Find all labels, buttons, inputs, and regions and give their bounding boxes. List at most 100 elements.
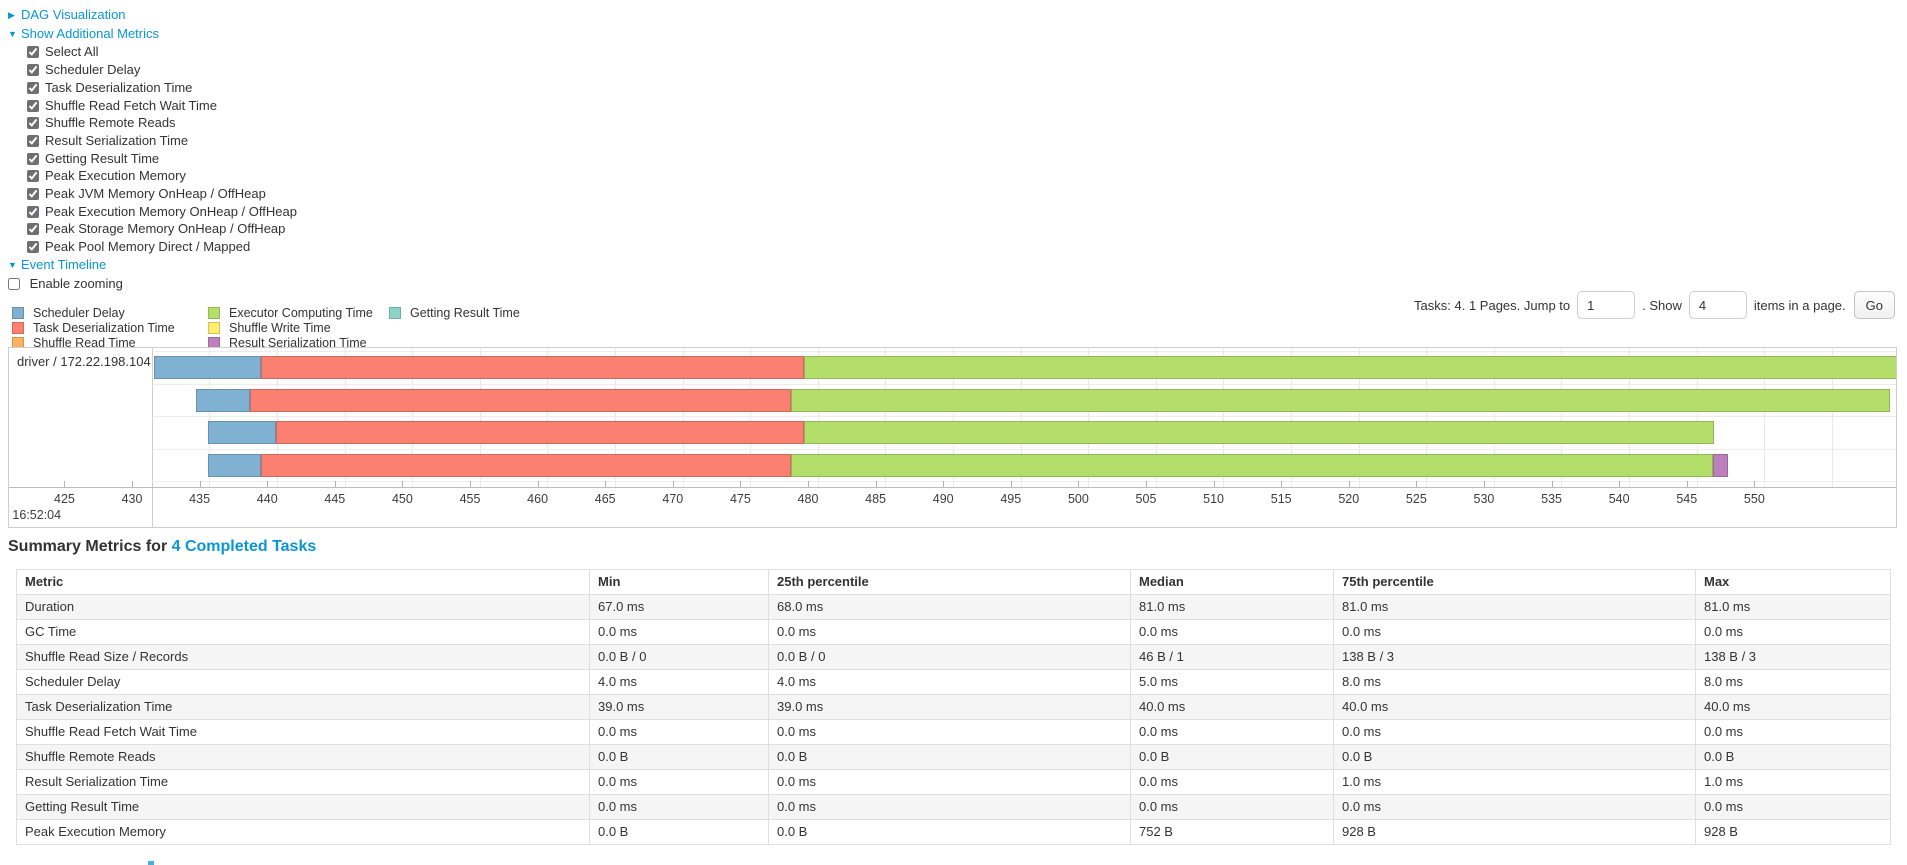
dag-visualization-link[interactable]: DAG Visualization [21,7,126,22]
metric-checkbox-label: Peak Storage Memory OnHeap / OffHeap [45,221,286,237]
metric-checkbox[interactable] [27,134,39,147]
metric-checkbox-label: Result Serialization Time [45,132,189,148]
metric-value-cell: 0.0 ms [768,619,1131,645]
axis-tick-label: 550 [1743,492,1765,506]
metric-checkbox-row: Scheduler Delay [8,61,297,79]
enable-zooming-row: Enable zooming [8,275,297,293]
gridline [682,348,684,487]
gridline [277,348,279,487]
gridline [1696,348,1698,487]
axis-tick-label: 540 [1608,492,1630,506]
timeline-legend: Scheduler Delay Task Deserialization Time… [8,306,520,350]
axis-tick [1483,481,1485,488]
metric-checkbox[interactable] [27,241,39,254]
metric-value-cell: 0.0 ms [589,794,769,820]
axis-tick-label: 520 [1338,492,1360,506]
metric-checkbox[interactable] [27,117,39,130]
axis-tick [132,481,134,488]
completed-tasks-link[interactable]: 4 Completed Tasks [171,538,317,555]
metric-name-cell: Shuffle Read Size / Records [16,644,590,670]
metric-checkbox[interactable] [27,99,39,112]
task-1-executor-computing-time-bar[interactable] [790,388,1890,412]
task-3-executor-computing-time-bar[interactable] [790,453,1713,477]
metric-checkbox[interactable] [27,81,39,94]
column-header: 75th percentile [1333,569,1696,595]
items-per-page-input[interactable] [1688,291,1747,319]
task-3-result-serialization-time-bar[interactable] [1712,453,1728,477]
gridline [750,348,752,487]
gridline [1223,348,1225,487]
pagination-summary: Tasks: 4. 1 Pages. Jump to [1414,297,1571,313]
task-2-executor-computing-time-bar[interactable] [804,421,1715,445]
axis-tick-label: 515 [1270,492,1292,506]
axis-tick [1078,481,1080,488]
timeline-x-axis: 425 430 435 440 445 450 455 460 465 470 475 480 485 4… [9,481,1896,527]
column-header: Min [589,569,769,595]
enable-zooming-checkbox[interactable] [8,277,20,290]
metric-checkbox[interactable] [27,205,39,218]
metric-value-cell: 40.0 ms [1695,694,1891,720]
metric-checkbox-row: Peak JVM Memory OnHeap / OffHeap [8,185,297,203]
metric-value-cell: 39.0 ms [589,694,769,720]
axis-tick-label: 485 [865,492,887,506]
metric-value-cell: 0.0 B [768,819,1131,845]
metric-value-cell: 8.0 ms [1333,669,1696,695]
metric-value-cell: 0.0 ms [1130,794,1334,820]
metric-checkbox[interactable] [27,152,39,165]
axis-tick-label: 510 [1203,492,1224,506]
metric-checkbox[interactable] [27,64,39,77]
axis-tick [672,481,674,488]
axis-tick-label: 490 [932,492,954,506]
task-0-executor-computing-time-bar[interactable] [804,356,1896,379]
table-row: Scheduler Delay 4.0 ms 4.0 ms 5.0 ms 8.0 ms 8… [16,669,1891,695]
task-1-task-deserialization-time-bar[interactable] [249,388,791,412]
metric-checkbox-label: Peak Execution Memory [45,168,186,184]
metric-value-cell: 0.0 ms [589,719,769,745]
axis-tick-label: 480 [797,492,819,506]
jump-to-page-input[interactable] [1577,291,1636,319]
metric-checkbox[interactable] [27,46,39,59]
task-0-task-deserialization-time-bar[interactable] [260,356,805,379]
metric-value-cell: 0.0 ms [589,619,769,645]
gridline [1290,348,1292,487]
lane-separator [154,351,1896,352]
scheduler-delay-swatch-icon [12,307,24,319]
gridline [209,348,211,487]
task-2-scheduler-delay-bar[interactable] [208,421,276,445]
metric-checkbox-label: Peak Execution Memory OnHeap / OffHeap [45,203,297,219]
metric-value-cell: 0.0 B / 0 [589,644,769,670]
metric-checkbox[interactable] [27,188,39,201]
legend-item-executor-computing-time: Executor Computing Time [204,306,385,321]
go-button[interactable]: Go [1853,291,1895,319]
metric-value-cell: 68.0 ms [768,594,1131,620]
metric-checkbox[interactable] [27,223,39,236]
task-1-scheduler-delay-bar[interactable] [195,388,250,412]
event-timeline-chart: driver / 172.22.198.104 425 430 435 440 445 4… [8,347,1897,528]
task-pagination: Tasks: 4. 1 Pages. Jump to . Show items … [1414,291,1895,319]
metric-checkbox[interactable] [27,170,39,183]
task-2-task-deserialization-time-bar[interactable] [275,421,805,445]
metric-name-cell: Shuffle Read Fetch Wait Time [16,719,590,745]
pagination-suffix: items in a page. [1753,297,1846,313]
metric-value-cell: 40.0 ms [1333,694,1696,720]
task-0-scheduler-delay-bar[interactable] [154,356,261,379]
lane-separator [154,383,1896,385]
chevron-right-icon: ▶ [8,10,15,20]
metric-checkbox-row: Task Deserialization Time [8,79,297,97]
task-3-scheduler-delay-bar[interactable] [208,453,261,477]
metric-value-cell: 40.0 ms [1130,694,1334,720]
event-timeline-link[interactable]: Event Timeline [21,256,107,272]
table-row: Shuffle Remote Reads 0.0 B 0.0 B 0.0 B 0.0 B… [16,744,1891,770]
axis-tick [267,481,269,488]
show-additional-metrics-link[interactable]: Show Additional Metrics [21,25,160,41]
metric-value-cell: 752 B [1130,819,1334,845]
metric-value-cell: 0.0 B [589,819,769,845]
axis-tick-label: 500 [1067,492,1089,506]
table-row: Task Deserialization Time 39.0 ms 39.0 ms 4… [16,694,1891,720]
axis-tick-label: 465 [594,492,616,506]
axis-tick [1213,481,1215,488]
table-row: GC Time 0.0 ms 0.0 ms 0.0 ms 0.0 ms 0.0 ms [16,619,1891,645]
task-3-task-deserialization-time-bar[interactable] [260,453,791,477]
axis-tick [470,481,471,488]
metric-name-cell: Duration [16,594,590,620]
